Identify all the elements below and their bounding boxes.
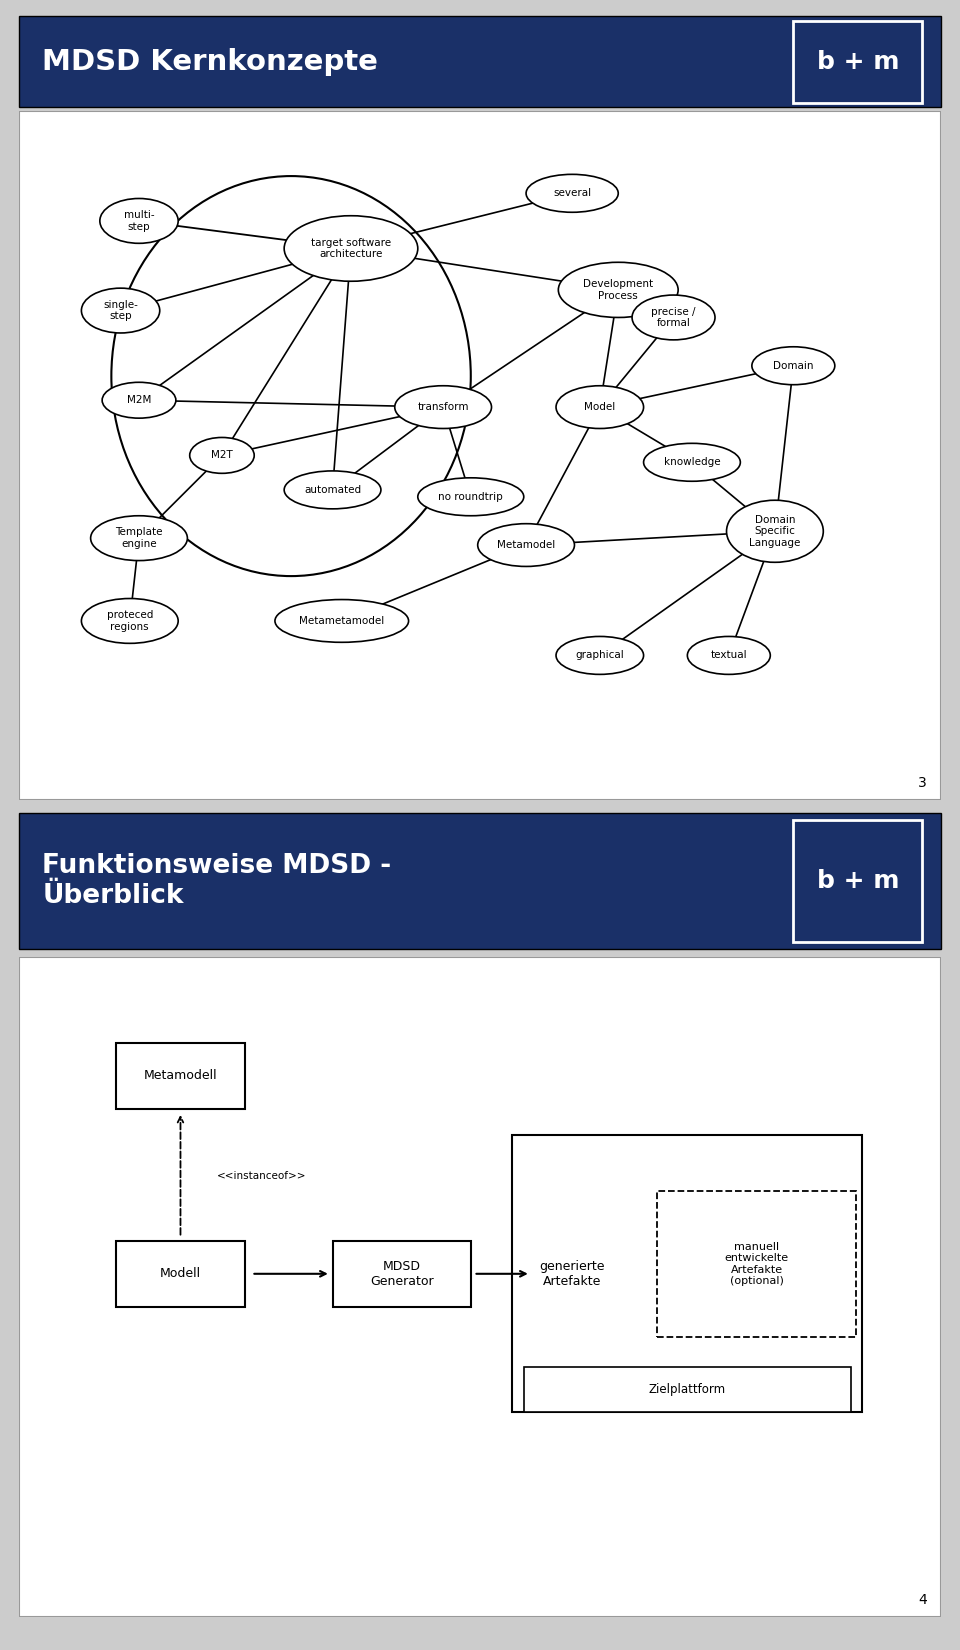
Text: no roundtrip: no roundtrip (439, 492, 503, 502)
Ellipse shape (284, 216, 418, 280)
Text: Funktionsweise MDSD -
Überblick: Funktionsweise MDSD - Überblick (42, 853, 392, 909)
Ellipse shape (111, 177, 470, 576)
Text: graphical: graphical (575, 650, 624, 660)
Ellipse shape (687, 637, 770, 675)
Text: several: several (553, 188, 591, 198)
Ellipse shape (275, 599, 409, 642)
Text: precise /
formal: precise / formal (651, 307, 696, 328)
Ellipse shape (752, 346, 835, 384)
Text: Development
Process: Development Process (583, 279, 654, 300)
Text: Template
engine: Template engine (115, 528, 163, 549)
Ellipse shape (727, 500, 824, 563)
FancyBboxPatch shape (116, 1043, 245, 1109)
Ellipse shape (559, 262, 678, 317)
Ellipse shape (632, 295, 715, 340)
Ellipse shape (526, 175, 618, 213)
Text: 3: 3 (918, 776, 927, 790)
Text: MDSD
Generator: MDSD Generator (370, 1261, 434, 1287)
Ellipse shape (395, 386, 492, 429)
Ellipse shape (284, 470, 381, 508)
Text: b + m: b + m (817, 870, 900, 893)
Text: single-
step: single- step (103, 300, 138, 322)
Text: MDSD Kernkonzepte: MDSD Kernkonzepte (42, 48, 378, 76)
FancyBboxPatch shape (513, 1135, 862, 1412)
Ellipse shape (556, 386, 643, 429)
Text: textual: textual (710, 650, 747, 660)
Text: target software
architecture: target software architecture (311, 238, 391, 259)
Text: multi-
step: multi- step (124, 210, 155, 231)
Ellipse shape (643, 444, 740, 482)
Ellipse shape (82, 289, 159, 333)
FancyBboxPatch shape (116, 1241, 245, 1307)
Text: Metamodell: Metamodell (144, 1069, 217, 1082)
Text: Zielplattform: Zielplattform (649, 1383, 726, 1396)
FancyBboxPatch shape (793, 21, 923, 102)
Ellipse shape (90, 516, 187, 561)
Text: manuell
entwickelte
Artefakte
(optional): manuell entwickelte Artefakte (optional) (725, 1241, 788, 1287)
FancyBboxPatch shape (524, 1366, 851, 1412)
Ellipse shape (100, 198, 179, 243)
Ellipse shape (478, 523, 574, 566)
FancyBboxPatch shape (19, 957, 941, 1617)
Text: transform: transform (418, 403, 468, 412)
Text: <<instanceof>>: <<instanceof>> (217, 1172, 307, 1181)
FancyBboxPatch shape (332, 1241, 470, 1307)
Text: proteced
regions: proteced regions (107, 610, 153, 632)
Text: M2T: M2T (211, 450, 233, 460)
Text: Metametamodel: Metametamodel (300, 615, 384, 625)
Ellipse shape (82, 599, 179, 644)
Ellipse shape (556, 637, 643, 675)
FancyBboxPatch shape (19, 813, 941, 949)
Text: b + m: b + m (817, 50, 900, 74)
Ellipse shape (418, 478, 524, 516)
Text: knowledge: knowledge (663, 457, 720, 467)
FancyBboxPatch shape (658, 1191, 855, 1336)
Text: Modell: Modell (160, 1267, 201, 1280)
Text: generierte
Artefakte: generierte Artefakte (540, 1261, 605, 1287)
FancyBboxPatch shape (793, 820, 923, 942)
Text: 4: 4 (918, 1594, 927, 1607)
Ellipse shape (190, 437, 254, 474)
Ellipse shape (102, 383, 176, 417)
Text: Domain: Domain (773, 361, 813, 371)
Text: automated: automated (304, 485, 361, 495)
FancyBboxPatch shape (19, 111, 941, 800)
FancyBboxPatch shape (19, 16, 941, 107)
Text: Metamodel: Metamodel (497, 540, 555, 549)
Text: Model: Model (585, 403, 615, 412)
Text: Domain
Specific
Language: Domain Specific Language (749, 515, 801, 548)
Text: M2M: M2M (127, 396, 151, 406)
